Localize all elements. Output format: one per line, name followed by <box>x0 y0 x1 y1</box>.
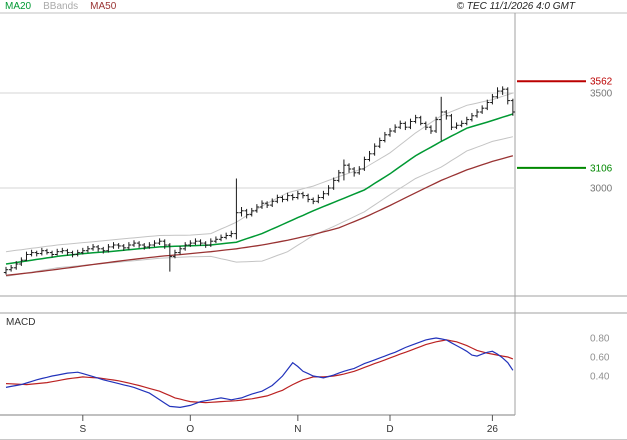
macd-line <box>5 337 514 409</box>
macd-signal-line <box>5 339 514 404</box>
macd-scale-label: 0.40 <box>590 372 610 383</box>
legend-ma20-label: MA20 <box>5 1 32 12</box>
bollinger-upper-line <box>5 92 514 253</box>
ma50-line <box>5 155 514 277</box>
legend-bbands-label: BBands <box>43 1 79 12</box>
x-axis-label: O <box>186 424 194 435</box>
x-axis-label: D <box>386 424 393 435</box>
copyright-text: © TEC 11/1/2026 4:0 GMT <box>456 1 575 12</box>
macd-panel-label: MACD <box>6 317 36 328</box>
ma20-line <box>5 113 514 265</box>
x-axis-label: S <box>79 424 86 435</box>
price-level-label: 3106 <box>590 163 613 174</box>
price-level-label: 3500 <box>590 89 613 100</box>
macd-scale-label: 0.80 <box>590 334 610 345</box>
price-level-label: 3562 <box>590 77 613 88</box>
x-axis-label: N <box>294 424 301 435</box>
chart-legend: MA20 BBands MA50 <box>5 1 116 12</box>
macd-scale-label: 0.60 <box>590 353 610 364</box>
price-level-label: 3000 <box>590 184 613 195</box>
x-axis-label: 26 <box>487 424 499 435</box>
bollinger-lower-line <box>5 136 514 277</box>
legend-ma50-label: MA50 <box>90 1 117 12</box>
